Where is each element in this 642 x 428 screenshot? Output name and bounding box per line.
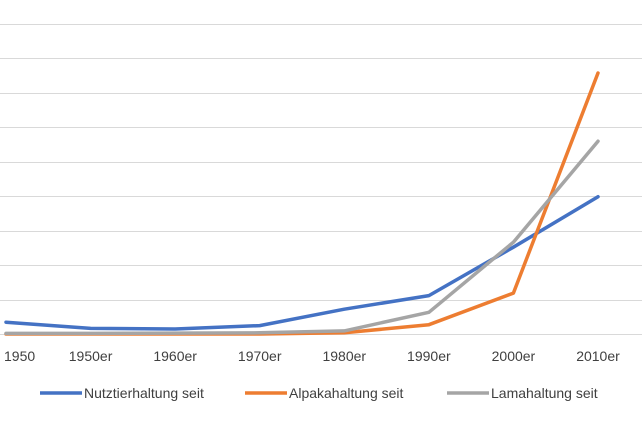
x-tick-label: 2010er: [576, 348, 620, 364]
x-tick-label: 1960er: [153, 348, 197, 364]
legend-label: Alpakahaltung seit: [289, 385, 404, 401]
legend-label: Nutztierhaltung seit: [84, 385, 204, 401]
series-lines: [4, 71, 600, 336]
x-tick-label: 1950: [4, 348, 35, 364]
legend: Nutztierhaltung seit Alpakahaltung seit La…: [40, 385, 598, 401]
series-line-3: [4, 139, 600, 336]
x-tick-label: 1980er: [322, 348, 366, 364]
series-line-1: [4, 194, 600, 331]
gridlines: [0, 24, 642, 335]
x-tick-label: 2000er: [492, 348, 536, 364]
x-tick-label: 1990er: [407, 348, 451, 364]
x-tick-label: 1970er: [238, 348, 282, 364]
series-line-2: [4, 71, 600, 336]
legend-label: Lamahaltung seit: [491, 385, 598, 401]
x-axis-tick-labels: 1950 1950er 1960er 1970er 1980er 1990er 2000er…: [4, 348, 620, 364]
x-tick-label: 1950er: [69, 348, 113, 364]
